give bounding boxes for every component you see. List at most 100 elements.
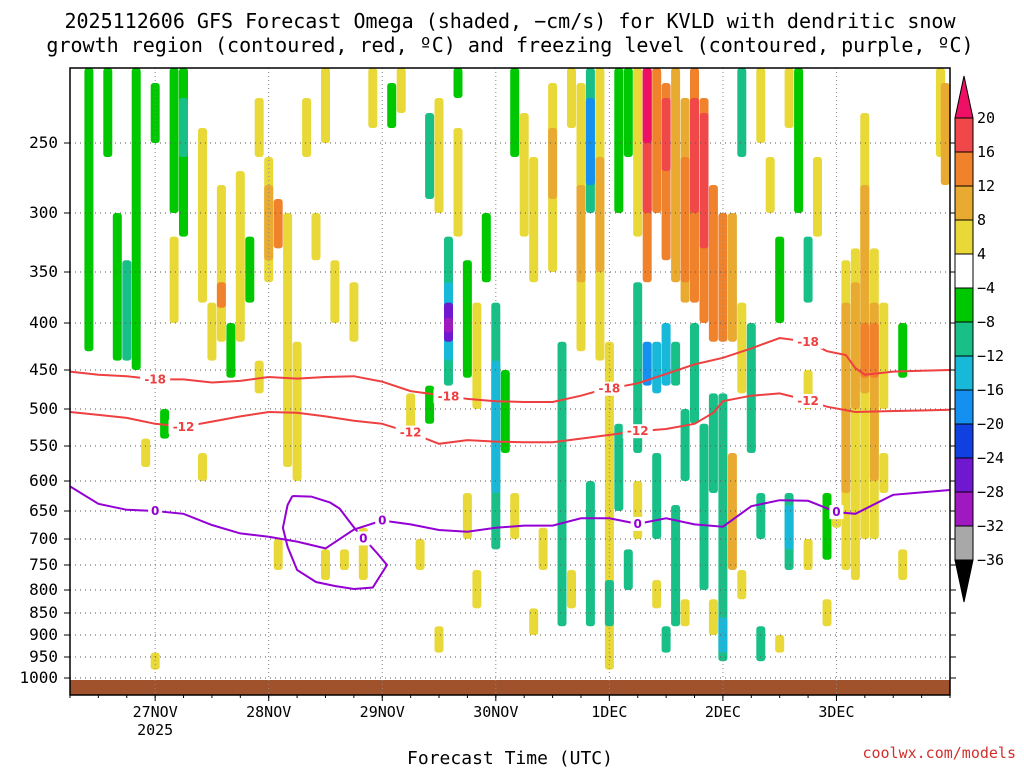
- contour-label-bg-1-2: [622, 424, 653, 439]
- omega-cell-145: [784, 505, 794, 550]
- omega-cell-22: [330, 260, 340, 323]
- omega-cell-30: [434, 98, 444, 213]
- colorbar-seg-7: [954, 321, 974, 357]
- omega-cell-100: [585, 481, 595, 627]
- colorbar-label-1: 16: [977, 143, 995, 161]
- omega-cell-10: [216, 185, 226, 342]
- omega-cell-90: [122, 260, 132, 361]
- colorbar-seg-2: [954, 151, 974, 187]
- omega-cell-17: [283, 213, 293, 467]
- omega-cell-104: [623, 549, 633, 590]
- omega-cell-82: [708, 599, 718, 635]
- colorbar-top-arrow: [954, 75, 974, 119]
- omega-cell-36: [481, 213, 491, 283]
- colorbar-seg-4: [954, 219, 974, 255]
- omega-cell-136: [652, 341, 662, 394]
- omega-cell-59: [822, 493, 832, 560]
- credit-text: coolwx.com/models: [862, 744, 1016, 762]
- omega-cell-40: [529, 157, 539, 283]
- omega-cell-83: [737, 570, 747, 600]
- y-tick-label-750: 750: [29, 555, 58, 574]
- omega-cell-131: [273, 199, 283, 249]
- omega-cell-27: [396, 68, 406, 113]
- chart-title-line2: growth region (contoured, red, ºC) and f…: [46, 33, 973, 57]
- omega-cell-15: [254, 360, 264, 394]
- omega-cell-53: [765, 157, 775, 213]
- contour-label-2-3: 0: [832, 505, 840, 519]
- colorbar-seg-13: [954, 525, 974, 561]
- colorbar-seg-1: [954, 117, 974, 153]
- contour-label-1-2: -12: [627, 424, 649, 438]
- contour-label-2-0: 0: [151, 504, 159, 518]
- omega-cell-54: [775, 236, 785, 323]
- omega-cell-71: [273, 539, 283, 570]
- omega-cell-77: [510, 493, 520, 539]
- omega-cell-114: [708, 393, 718, 493]
- y-tick-label-850: 850: [29, 603, 58, 622]
- omega-cell-52: [756, 68, 766, 143]
- contour-3: [281, 495, 389, 591]
- omega-cell-8: [198, 128, 207, 303]
- omega-cell-97: [557, 341, 567, 627]
- omega-cell-133: [491, 360, 501, 493]
- omega-cell-101: [595, 157, 605, 272]
- omega-cell-75: [434, 626, 444, 653]
- omega-cell-103: [614, 423, 624, 511]
- contour-label-1-3: -12: [797, 394, 819, 408]
- omega-cell-120: [756, 493, 766, 539]
- omega-cell-98: [576, 185, 586, 283]
- omega-cell-29: [425, 385, 435, 424]
- contour-label-bg-0-1: [433, 389, 464, 404]
- omega-shading: [84, 68, 950, 670]
- omega-cell-73: [339, 549, 349, 570]
- omega-cell-128: [661, 626, 671, 653]
- contour-0: [69, 336, 951, 403]
- omega-cell-153: [699, 113, 709, 249]
- omega-cell-144: [718, 617, 728, 653]
- contour-label-bg-2-2: [630, 516, 645, 531]
- colorbar-label-6: −8: [977, 313, 995, 331]
- omega-cell-143: [718, 213, 728, 342]
- y-tick-label-400: 400: [29, 313, 58, 332]
- colorbar-label-8: −16: [977, 381, 1004, 399]
- y-tick-label-500: 500: [29, 399, 58, 418]
- colorbar-seg-11: [954, 457, 974, 493]
- omega-cell-130: [216, 282, 226, 308]
- omega-cell-112: [690, 323, 699, 424]
- x-tick-label-3DEC: 3DEC: [818, 703, 854, 721]
- omega-cell-92: [264, 185, 274, 261]
- contour-label-2-2: 0: [634, 517, 642, 531]
- y-tick-label-1000: 1000: [19, 668, 58, 687]
- contour-label-0-3: -18: [797, 335, 819, 349]
- omega-cell-65: [879, 302, 889, 409]
- colorbar-label-4: 4: [977, 245, 986, 263]
- colorbar-seg-6: [954, 287, 974, 323]
- terrain-ground: [70, 680, 950, 695]
- omega-cell-129: [756, 626, 766, 662]
- omega-cell-31: [453, 68, 463, 98]
- omega-cell-39: [519, 113, 529, 237]
- omega-cell-1: [103, 68, 113, 157]
- y-tick-label-250: 250: [29, 133, 58, 152]
- colorbar-bottom-arrow: [954, 559, 974, 603]
- omega-cell-154: [642, 68, 652, 143]
- omega-cell-119: [746, 323, 756, 453]
- omega-cell-148: [585, 98, 595, 185]
- omega-cell-55: [784, 68, 794, 128]
- omega-cell-66: [898, 323, 908, 378]
- omega-cell-14: [254, 98, 264, 157]
- y-tick-label-450: 450: [29, 360, 58, 379]
- omega-cell-51: [737, 302, 747, 394]
- x-tick-label-2DEC: 2DEC: [705, 703, 741, 721]
- x-tick-label-27NOV: 27NOV: [133, 703, 178, 721]
- colorbar-label-10: −24: [977, 449, 1004, 467]
- colorbar-label-3: 8: [977, 211, 986, 229]
- omega-cell-86: [822, 599, 832, 627]
- omega-cell-116: [727, 213, 737, 342]
- omega-cell-25: [368, 68, 378, 128]
- x-tick-label-30NOV: 30NOV: [473, 703, 518, 721]
- omega-cell-118: [737, 68, 747, 157]
- y-tick-label-650: 650: [29, 501, 58, 520]
- contour-2: [69, 485, 951, 550]
